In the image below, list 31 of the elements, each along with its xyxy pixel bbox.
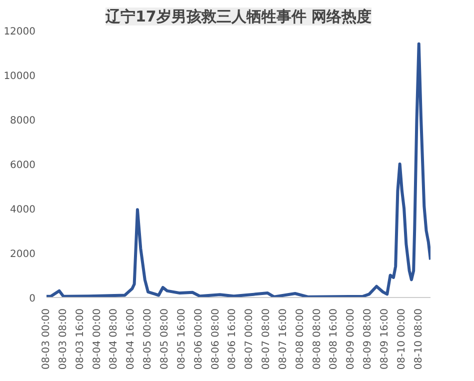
y-tick-label: 4000 <box>10 204 36 216</box>
y-tick-label: 0 <box>29 294 36 304</box>
y-tick-label: 8000 <box>10 116 36 126</box>
x-tick-label: 08-10 00:00 <box>396 308 408 370</box>
y-tick-label: 12000 <box>4 26 36 38</box>
x-tick-label: 08-09 08:00 <box>362 308 374 370</box>
chart-title: 辽宁17岁男孩救三人牺牲事件 网络热度 <box>104 8 372 26</box>
x-tick-label: 08-04 08:00 <box>108 308 120 370</box>
x-tick-label: 08-09 16:00 <box>380 308 391 370</box>
x-tick-label: 08-04 00:00 <box>92 308 103 370</box>
y-tick-label: 6000 <box>10 160 36 171</box>
x-tick-label: 08-07 00:00 <box>244 308 256 370</box>
x-tick-label: 08-06 16:00 <box>227 308 238 370</box>
x-tick-label: 08-05 08:00 <box>159 308 170 370</box>
x-tick-label: 08-03 00:00 <box>41 308 52 370</box>
x-tick-label: 08-05 16:00 <box>176 308 188 370</box>
x-tick-label: 08-09 00:00 <box>346 308 357 370</box>
x-tick-label: 08-10 08:00 <box>413 308 424 370</box>
x-tick-label: 08-08 08:00 <box>312 308 323 370</box>
x-tick-label: 08-03 16:00 <box>74 308 86 370</box>
x-tick-label: 08-04 16:00 <box>126 308 137 370</box>
x-tick-label: 08-06 00:00 <box>193 308 204 370</box>
y-tick-label: 10000 <box>4 71 36 82</box>
x-tick-label: 08-03 08:00 <box>58 308 69 370</box>
x-tick-label: 08-08 00:00 <box>294 308 306 370</box>
x-tick-label: 08-07 16:00 <box>278 308 289 370</box>
x-tick-label: 08-08 16:00 <box>328 308 340 370</box>
x-tick-label: 08-06 08:00 <box>210 308 222 370</box>
x-tick-label: 08-05 00:00 <box>142 308 154 370</box>
x-tick-label: 08-07 08:00 <box>261 308 272 370</box>
y-tick-label: 2000 <box>10 249 36 260</box>
